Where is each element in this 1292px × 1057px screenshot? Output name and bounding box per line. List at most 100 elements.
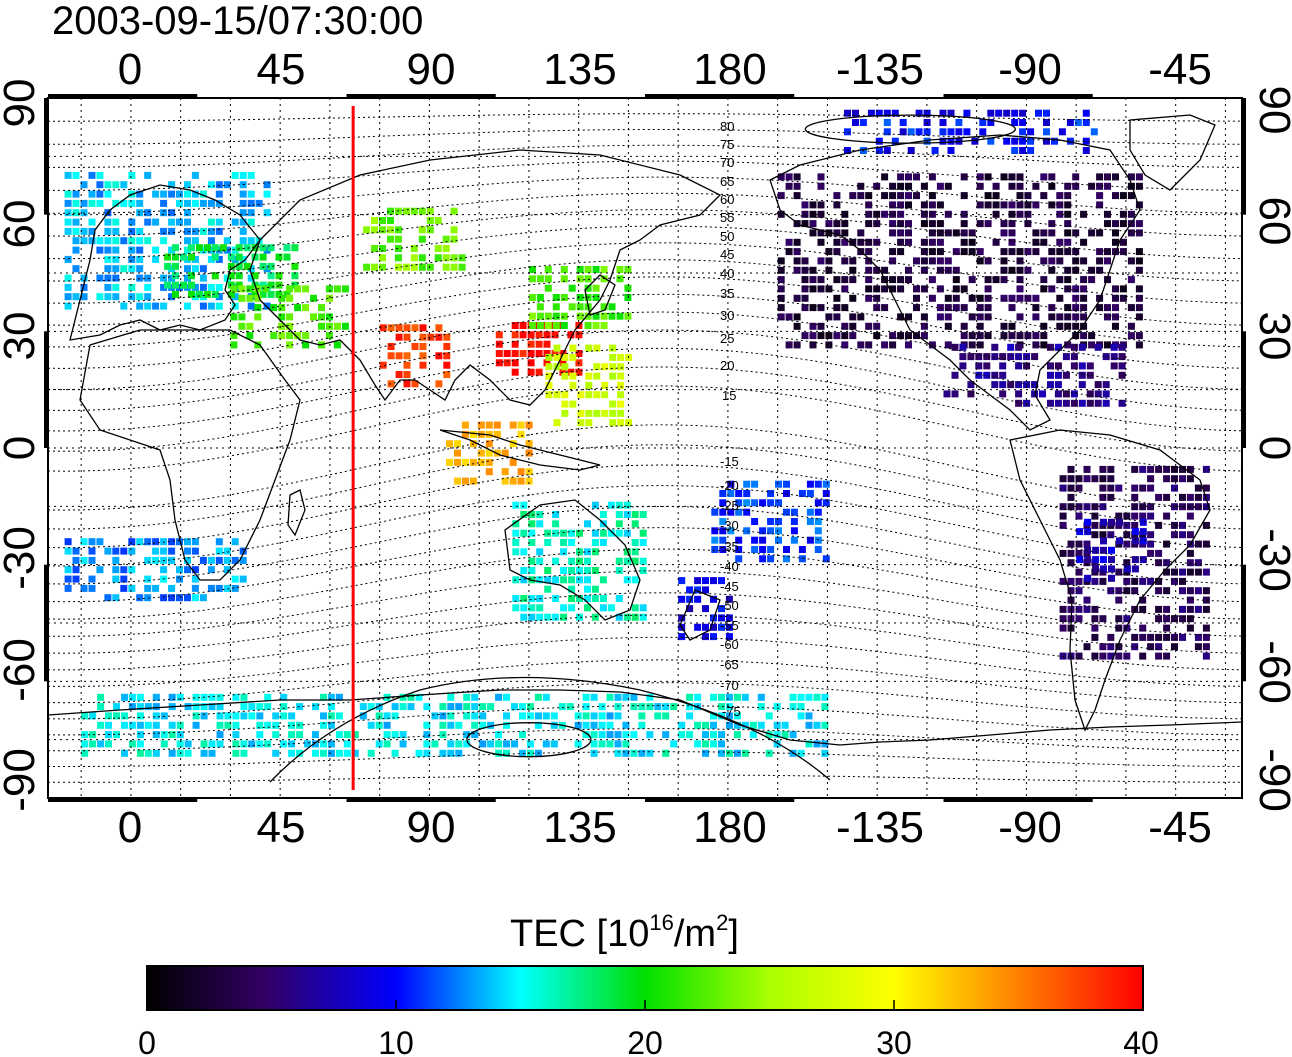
tec-cell xyxy=(536,604,543,611)
tec-cell xyxy=(96,191,103,198)
frame-tick-bar xyxy=(347,797,496,802)
tec-cell xyxy=(849,276,856,283)
tec-cell xyxy=(160,303,167,310)
tec-cell xyxy=(160,594,167,601)
tec-cell xyxy=(913,257,920,264)
tec-cell xyxy=(168,191,175,198)
tec-cell xyxy=(969,248,976,255)
tec-cell xyxy=(240,228,247,235)
tec-cell xyxy=(543,694,550,701)
tec-cell xyxy=(1064,192,1071,199)
tec-cell xyxy=(995,110,1002,117)
tec-cell xyxy=(905,220,912,227)
tec-cell xyxy=(937,229,944,236)
tec-cell xyxy=(510,459,517,466)
tec-cell xyxy=(945,183,952,190)
tec-cell xyxy=(1100,537,1107,544)
tec-cell xyxy=(1060,485,1067,492)
tec-cell xyxy=(224,548,231,555)
tec-cell xyxy=(825,220,832,227)
tec-cell xyxy=(1163,625,1170,632)
tec-cell xyxy=(1084,475,1091,482)
tec-cell xyxy=(528,604,535,611)
tec-cell xyxy=(567,703,574,710)
tec-cell xyxy=(1103,390,1110,397)
tec-cell xyxy=(778,192,785,199)
tec-cell xyxy=(1112,220,1119,227)
tec-cell xyxy=(1064,276,1071,283)
frame-tick-bar xyxy=(1241,565,1246,682)
tec-cell xyxy=(443,264,450,271)
tec-cell xyxy=(240,576,247,583)
tec-cell xyxy=(624,614,631,621)
tec-cell xyxy=(726,694,733,701)
tec-cell xyxy=(435,324,442,331)
tec-cell xyxy=(1007,344,1014,351)
timestamp-title: 2003-09-15/07:30:00 xyxy=(52,0,423,43)
tec-cell xyxy=(889,229,896,236)
tec-cell xyxy=(617,419,624,426)
tec-cell xyxy=(152,585,159,592)
tec-cell xyxy=(794,295,801,302)
tec-cell xyxy=(121,722,128,729)
tec-cell xyxy=(256,703,263,710)
tec-cell xyxy=(908,128,915,135)
tec-cell xyxy=(112,548,119,555)
tec-cell xyxy=(73,566,80,573)
tec-cell xyxy=(419,236,426,243)
tec-cell xyxy=(953,229,960,236)
tec-cell xyxy=(1100,565,1107,572)
tec-cell xyxy=(113,703,120,710)
tec-cell xyxy=(767,555,774,562)
tec-cell xyxy=(632,548,639,555)
tec-cell xyxy=(328,712,335,719)
tec-cell xyxy=(192,172,199,179)
tec-cell xyxy=(767,546,774,553)
tec-cell xyxy=(593,322,600,329)
tec-cell xyxy=(630,731,637,738)
tec-cell xyxy=(889,192,896,199)
tec-cell xyxy=(1112,285,1119,292)
tec-cell xyxy=(427,226,434,233)
tec-cell xyxy=(160,275,167,282)
tec-cell xyxy=(344,740,351,747)
tec-cell xyxy=(512,539,519,546)
tec-cell xyxy=(535,712,542,719)
tec-cell xyxy=(240,172,247,179)
tec-cell xyxy=(585,345,592,352)
tec-cell xyxy=(435,380,442,387)
tec-cell xyxy=(1100,519,1107,526)
tec-cell xyxy=(961,332,968,339)
tec-cell xyxy=(1096,257,1103,264)
tec-cell xyxy=(536,520,543,527)
tec-cell xyxy=(137,750,144,757)
tec-cell xyxy=(168,219,175,226)
tec-cell xyxy=(65,548,72,555)
tec-cell xyxy=(841,229,848,236)
contour-label: -75 xyxy=(722,704,741,719)
tec-cell xyxy=(798,712,805,719)
tec-cell xyxy=(137,740,144,747)
tec-cell xyxy=(1017,332,1024,339)
tec-cell xyxy=(96,200,103,207)
tec-cell xyxy=(160,191,167,198)
tec-cell xyxy=(1059,128,1066,135)
tec-cell xyxy=(1056,257,1063,264)
tec-cell xyxy=(810,332,817,339)
tec-cell xyxy=(1132,565,1139,572)
contour-label: 50 xyxy=(720,229,734,244)
tec-cell xyxy=(240,191,247,198)
tec-cell xyxy=(168,228,175,235)
tec-cell xyxy=(546,363,553,370)
tec-cell xyxy=(128,548,135,555)
tec-cell xyxy=(592,595,599,602)
tec-cell xyxy=(794,183,801,190)
tec-cell xyxy=(778,304,785,311)
tec-cell xyxy=(815,537,822,544)
tec-cell xyxy=(543,712,550,719)
tec-cell xyxy=(553,313,560,320)
tec-cell xyxy=(702,740,709,747)
tec-cell xyxy=(129,722,136,729)
tec-cell xyxy=(527,740,534,747)
tec-cell xyxy=(487,703,494,710)
